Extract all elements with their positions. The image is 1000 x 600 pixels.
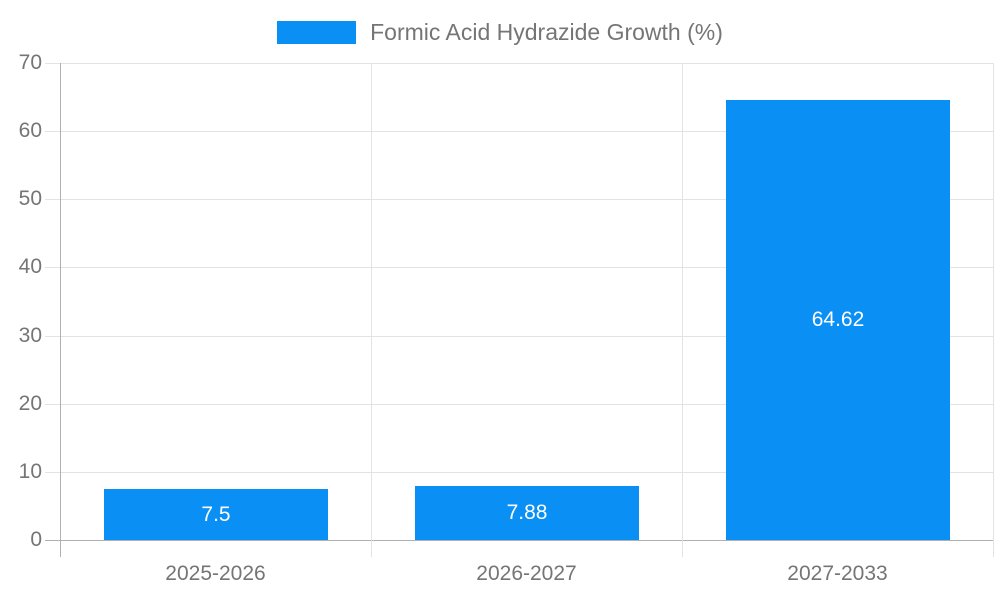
bar-2026-2027[interactable]: 7.88 bbox=[415, 486, 639, 540]
y-tick-label: 10 bbox=[18, 460, 42, 483]
legend[interactable]: Formic Acid Hydrazide Growth (%) bbox=[0, 18, 1000, 46]
gridline bbox=[45, 131, 993, 132]
bar-2027-2033[interactable]: 64.62 bbox=[726, 100, 950, 540]
y-tick-label: 0 bbox=[30, 528, 42, 551]
category-separator-line bbox=[371, 63, 372, 557]
bar-value-label: 7.5 bbox=[201, 502, 231, 526]
gridline bbox=[45, 336, 993, 337]
legend-swatch[interactable] bbox=[277, 20, 357, 44]
plot-right-border bbox=[993, 63, 994, 557]
gridline bbox=[45, 267, 993, 268]
x-axis-label: 2027-2033 bbox=[787, 562, 888, 585]
y-tick-label: 40 bbox=[18, 255, 42, 278]
y-tick-label: 30 bbox=[18, 324, 42, 347]
gridline bbox=[45, 472, 993, 473]
x-axis-label: 2025-2026 bbox=[165, 562, 266, 585]
y-tick-label: 70 bbox=[18, 51, 42, 74]
y-tick-label: 50 bbox=[18, 187, 42, 210]
gridline bbox=[45, 404, 993, 405]
bar-value-label: 64.62 bbox=[811, 308, 865, 331]
gridline bbox=[45, 63, 993, 64]
x-axis-line bbox=[45, 540, 993, 541]
bar-2025-2026[interactable]: 7.5 bbox=[104, 489, 328, 540]
category-separator-line bbox=[682, 63, 683, 557]
y-tick-label: 20 bbox=[18, 392, 42, 415]
x-axis-label: 2026-2027 bbox=[476, 562, 577, 585]
legend-label: Formic Acid Hydrazide Growth (%) bbox=[370, 18, 723, 45]
gridline bbox=[45, 199, 993, 200]
bar-value-label: 7.88 bbox=[506, 501, 548, 524]
y-axis-line bbox=[60, 63, 61, 557]
y-tick-label: 60 bbox=[18, 119, 42, 142]
